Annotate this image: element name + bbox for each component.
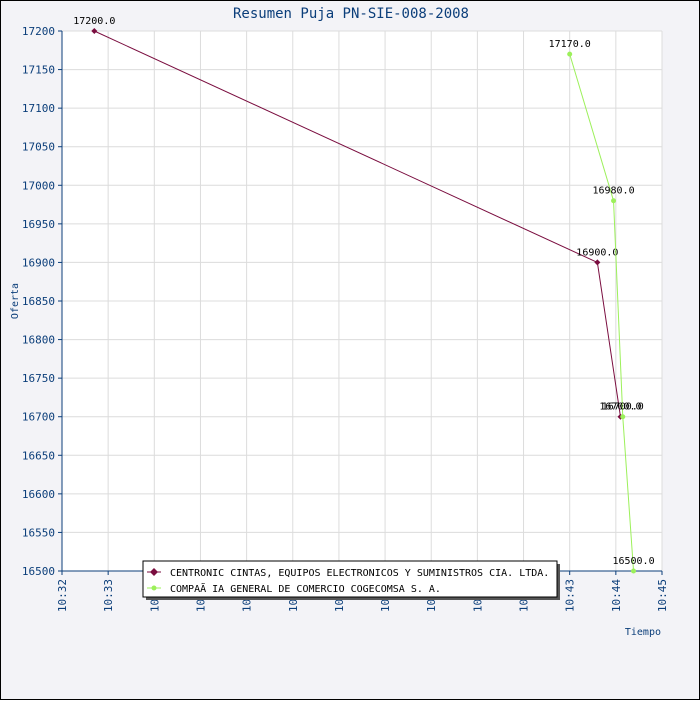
data-point bbox=[567, 51, 573, 57]
x-tick-label: 10:32 bbox=[56, 579, 69, 612]
x-axis-label: Tiempo bbox=[625, 627, 661, 638]
legend-marker-1 bbox=[150, 568, 158, 576]
y-tick-label: 16900 bbox=[22, 256, 55, 269]
data-point bbox=[631, 568, 637, 574]
y-tick-label: 16800 bbox=[22, 334, 55, 347]
legend-entry-2: COMPAÃ IA GENERAL DE COMERCIO COGECOMSA … bbox=[170, 582, 441, 595]
y-tick-label: 17100 bbox=[22, 102, 55, 115]
data-point bbox=[611, 198, 617, 204]
y-axis-label: Oferta bbox=[10, 283, 21, 319]
data-label: 16980.0 bbox=[592, 186, 634, 197]
y-tick-label: 16750 bbox=[22, 372, 55, 385]
y-tick-label: 16500 bbox=[22, 565, 55, 578]
x-tick-label: 10:45 bbox=[656, 579, 669, 612]
y-tick-label: 16550 bbox=[22, 526, 55, 539]
legend-box bbox=[142, 560, 558, 598]
chart-title: Resumen Puja PN-SIE-008-2008 bbox=[233, 6, 469, 22]
data-label: 17170.0 bbox=[549, 39, 591, 50]
y-tick-label: 17150 bbox=[22, 64, 55, 77]
y-tick-label: 17000 bbox=[22, 179, 55, 192]
x-tick-label: 10:44 bbox=[610, 579, 623, 612]
series-line-2 bbox=[569, 53, 635, 572]
y-tick-label: 17200 bbox=[22, 25, 55, 38]
x-tick-label: 10:33 bbox=[102, 579, 115, 612]
legend: CENTRONIC CINTAS, EQUIPOS ELECTRONICOS Y… bbox=[142, 560, 560, 600]
series-group: 17200.016900.016700.017170.016980.016700… bbox=[73, 16, 655, 574]
y-tick-label: 17050 bbox=[22, 141, 55, 154]
data-label: 16900.0 bbox=[576, 247, 618, 258]
y-tick-label: 16700 bbox=[22, 411, 55, 424]
y-tick-label: 16600 bbox=[22, 488, 55, 501]
y-tick-label: 16650 bbox=[22, 449, 55, 462]
data-label: 17200.0 bbox=[73, 16, 115, 27]
x-tick-label: 10:43 bbox=[564, 579, 577, 612]
legend-marker-2 bbox=[151, 585, 157, 591]
data-label: 16700.0 bbox=[602, 402, 644, 413]
y-tick-label: 16950 bbox=[22, 218, 55, 231]
data-point bbox=[594, 259, 601, 266]
data-label: 16700.0 bbox=[599, 402, 641, 413]
y-tick-label: 16850 bbox=[22, 295, 55, 308]
data-point bbox=[91, 28, 98, 34]
data-point bbox=[620, 414, 626, 420]
data-label: 16500.0 bbox=[612, 556, 654, 567]
y-axis-ticks: 17200 17150 17100 17050 17000 16950 16900 16850… bbox=[22, 25, 62, 578]
legend-entry-1: CENTRONIC CINTAS, EQUIPOS ELECTRONICOS Y… bbox=[170, 568, 549, 579]
